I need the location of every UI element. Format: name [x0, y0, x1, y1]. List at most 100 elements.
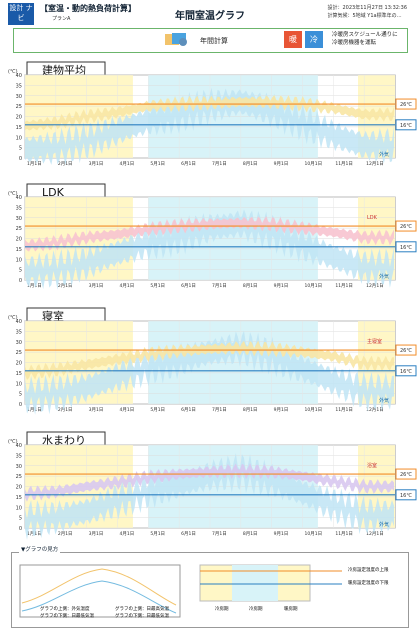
chart-svg-ldk: LDK (℃) 0 5 10 15 20 25 30 35 40 1月1日 2月1日 3月1日 4月1日 5月… [8, 183, 417, 290]
y-tick-label: 35 [16, 453, 22, 459]
legend-graphics [19, 564, 342, 618]
upper-setpoint-badge [395, 98, 417, 110]
x-tick-label: 4月1日 [120, 531, 135, 537]
chart-title-tab: 建物平均 [26, 61, 106, 78]
x-tick-label: 11月1日 [335, 283, 353, 289]
x-tick-label: 6月1日 [181, 283, 196, 289]
x-tick-label: 10月1日 [305, 283, 323, 289]
upper-setpoint-badge [395, 468, 417, 480]
calc-mode-bar: 年間計算 暖 冷 冷暖房スケジュール通りに 冷暖房機器を運転 [13, 28, 408, 53]
y-tick-label: 5 [19, 516, 22, 522]
y-tick-label: 30 [16, 464, 22, 470]
x-tick-label: 11月1日 [335, 531, 353, 537]
upper-setpoint-label: 26℃ [400, 348, 412, 354]
upper-setpoint-badge [395, 220, 417, 232]
outdoor-label: 外気 [379, 397, 389, 404]
y-tick-label: 30 [16, 340, 22, 346]
y-tick-label: 0 [19, 402, 22, 408]
upper-setpoint-label: 26℃ [400, 224, 412, 230]
app-logo: 設計 ナビ [8, 3, 34, 25]
report-title: 【室温・動的熱負荷計算】 [40, 4, 136, 13]
y-tick-label: 25 [16, 226, 22, 232]
legend-heating-period: 暖房期 [284, 607, 298, 612]
x-tick-label: 3月1日 [89, 531, 104, 537]
x-tick-label: 12月1日 [366, 531, 384, 537]
y-tick-label: 0 [19, 526, 22, 532]
x-tick-label: 12月1日 [366, 161, 384, 167]
x-tick-label: 2月1日 [58, 161, 73, 167]
y-tick-label: 30 [16, 216, 22, 222]
x-tick-label: 2月1日 [58, 407, 73, 413]
x-tick-label: 4月1日 [120, 161, 135, 167]
x-tick-label: 6月1日 [181, 407, 196, 413]
chart-title: 寝室 [42, 309, 64, 323]
y-axis-unit: (℃) [8, 69, 18, 75]
y-tick-label: 15 [16, 247, 22, 253]
x-tick-label: 8月1日 [243, 283, 258, 289]
outdoor-label: 外気 [379, 521, 389, 528]
lower-setpoint-label: 16℃ [400, 123, 412, 129]
room-label: 主寝室 [367, 338, 382, 345]
lower-setpoint-badge [395, 241, 417, 253]
lower-setpoint-badge [395, 119, 417, 131]
chart-svg-building-average: 建物平均 (℃) 0 5 10 15 20 25 30 35 40 1月1日 2月1日 3月1日 4月1日 5… [8, 61, 417, 167]
operation-note-line-1: 冷暖房スケジュール通りに [332, 32, 398, 38]
legend-label-outdoor: グラフの上側：外気温度 [40, 607, 90, 612]
calendar-icon [165, 33, 187, 46]
calc-mode-label: 年間計算 [200, 37, 228, 45]
y-tick-label: 40 [16, 443, 22, 449]
x-tick-label: 5月1日 [150, 531, 165, 537]
x-tick-label: 2月1日 [58, 283, 73, 289]
x-tick-label: 7月1日 [212, 407, 227, 413]
graph-title: 年間室温グラフ [175, 11, 245, 22]
chart-svg-bedroom: 寝室(℃)05101520253035401月1日2月1日3月1日4月1日5月1… [8, 307, 417, 415]
x-tick-label: 9月1日 [274, 531, 289, 537]
y-tick-label: 5 [19, 146, 22, 152]
legend-cooling-period-1: 冷房期 [215, 607, 229, 612]
chart-title: LDK [42, 186, 65, 199]
x-tick-label: 10月1日 [305, 531, 323, 537]
operation-note: 冷暖房スケジュール通りに 冷暖房機器を運転 [332, 31, 398, 47]
x-tick-label: 11月1日 [335, 407, 353, 413]
y-tick-label: 25 [16, 350, 22, 356]
upper-setpoint-label: 26℃ [400, 102, 412, 108]
heating-badge: 暖 [284, 31, 302, 48]
legend-line-lower: 暖房設定温度の下限 [348, 581, 389, 586]
lower-setpoint-label: 16℃ [400, 369, 412, 375]
y-tick-label: 40 [16, 319, 22, 325]
chart-water-area: 水まわり(℃)05101520253035401月1日2月1日3月1日4月1日5… [0, 430, 417, 548]
indoor-temperature-band [25, 463, 394, 502]
operation-note-line-2: 冷暖房機器を運転 [332, 40, 377, 46]
y-axis-unit: (℃) [8, 315, 18, 321]
x-tick-label: 7月1日 [212, 161, 227, 167]
x-tick-label: 12月1日 [366, 407, 384, 413]
y-tick-label: 10 [16, 257, 22, 263]
x-tick-label: 2月1日 [58, 531, 73, 537]
y-tick-label: 10 [16, 135, 22, 141]
cooling-badge: 冷 [305, 31, 323, 48]
upper-setpoint-label: 26℃ [400, 472, 412, 478]
y-tick-label: 15 [16, 125, 22, 131]
y-axis-unit: (℃) [8, 439, 18, 445]
x-tick-label: 1月1日 [27, 283, 42, 289]
lower-setpoint-label: 16℃ [400, 245, 412, 251]
x-tick-label: 12月1日 [366, 283, 384, 289]
y-tick-label: 35 [16, 329, 22, 335]
lower-setpoint-badge [395, 365, 417, 377]
x-tick-label: 4月1日 [120, 283, 135, 289]
lower-setpoint-label: 16℃ [400, 493, 412, 499]
x-tick-label: 9月1日 [274, 407, 289, 413]
x-tick-label: 3月1日 [89, 407, 104, 413]
meta-line-2: 計算気候：5地域 Y1a標準年の… [327, 13, 402, 19]
meta-line-1: 設計：2023年11月27日 13:32:36 [327, 5, 408, 11]
y-tick-label: 15 [16, 371, 22, 377]
indoor-temperature-band [25, 216, 394, 252]
upper-setpoint-badge [395, 344, 417, 356]
x-tick-label: 8月1日 [243, 161, 258, 167]
y-tick-label: 25 [16, 104, 22, 110]
x-tick-label: 10月1日 [305, 161, 323, 167]
y-tick-label: 35 [16, 83, 22, 89]
y-tick-label: 40 [16, 195, 22, 201]
x-tick-label: 9月1日 [274, 161, 289, 167]
y-tick-label: 30 [16, 94, 22, 100]
